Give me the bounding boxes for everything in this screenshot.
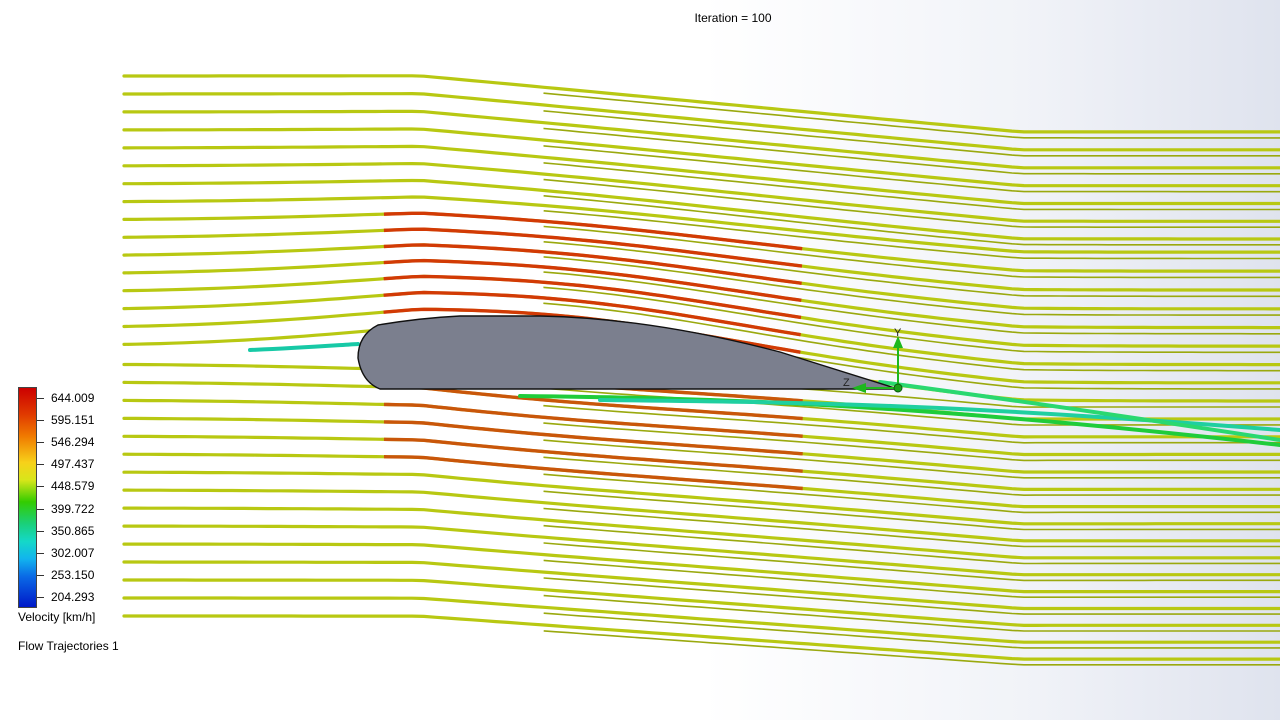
- legend-value: 302.007: [51, 545, 95, 560]
- streamline-highlight: [123, 243, 1280, 311]
- streamline: [122, 161, 1280, 223]
- streamline: [122, 524, 1280, 577]
- streamline-highlight: [123, 227, 1280, 292]
- legend-tick: [37, 420, 44, 422]
- axis-y-label: Y: [894, 327, 902, 339]
- legend-value: 204.293: [51, 589, 95, 604]
- streamline: [122, 470, 1280, 526]
- streamline: [122, 144, 1280, 206]
- streamline-strand: [124, 567, 1280, 615]
- streamline-strand: [123, 217, 1280, 279]
- streamline-strand: [123, 297, 1280, 372]
- streamline: [122, 127, 1280, 188]
- legend-title: Velocity [km/h]: [18, 610, 96, 624]
- streamline-strand: [124, 98, 1280, 157]
- streamline: [122, 614, 1280, 661]
- streamline: [122, 178, 1280, 241]
- streamline-strand: [124, 201, 1280, 260]
- axis-z-label: Z: [843, 377, 850, 389]
- streamline-strand: [124, 513, 1280, 565]
- streamline-strand: [123, 423, 1280, 479]
- streamline-strand: [123, 264, 1280, 335]
- streamline-strand: [124, 80, 1280, 139]
- streamline: [122, 578, 1280, 627]
- wake-trajectory: [248, 342, 360, 352]
- streamline-highlight: [123, 258, 1280, 330]
- streamline-strand: [123, 185, 1280, 246]
- streamline-strand: [124, 116, 1280, 175]
- streamline-highlight: [123, 398, 1280, 457]
- legend-color-bar: [18, 387, 37, 608]
- streamline: [122, 91, 1280, 152]
- streamline-strand: [123, 387, 1280, 444]
- legend-value: 497.437: [51, 457, 95, 472]
- streamline-highlight: [123, 380, 1280, 439]
- streamline-strand: [124, 621, 1280, 666]
- streamline-strand: [124, 531, 1280, 582]
- streamline-strand: [123, 168, 1280, 228]
- streamline-strand: [123, 549, 1280, 598]
- legend-tick: [37, 530, 44, 532]
- streamline: [122, 506, 1280, 560]
- legend-tick: [37, 398, 44, 400]
- streamline-highlight: [123, 434, 1280, 492]
- streamline-strand: [124, 585, 1280, 632]
- streamline-strand: [123, 280, 1280, 354]
- streamline: [122, 488, 1280, 543]
- legend-value: 644.009: [51, 391, 95, 406]
- legend-tick: [37, 508, 44, 510]
- streamlines-group: [122, 74, 1280, 666]
- streamline-strand: [124, 477, 1280, 531]
- legend-tick: [37, 464, 44, 466]
- legend-value: 448.579: [51, 479, 95, 494]
- streamline: [122, 560, 1280, 611]
- legend-value: 253.150: [51, 567, 95, 582]
- legend-value: 595.151: [51, 413, 95, 428]
- legend-tick: [37, 574, 44, 576]
- streamline-highlight: [123, 452, 1280, 509]
- iteration-label: Iteration = 100: [694, 11, 772, 25]
- streamline: [122, 596, 1280, 644]
- streamline-strand: [124, 133, 1280, 193]
- streamline: [122, 195, 1280, 254]
- streamline-strand: [124, 151, 1280, 211]
- legend-tick: [37, 486, 44, 488]
- streamline-strand: [123, 233, 1280, 298]
- streamline-strand: [124, 603, 1280, 649]
- streamline: [122, 109, 1280, 170]
- legend-tick: [37, 442, 44, 444]
- airfoil-body: [357, 315, 899, 390]
- legend-value: 546.294: [51, 435, 95, 450]
- legend-tick: [37, 552, 44, 554]
- streamline-strand: [123, 459, 1280, 514]
- streamline-strand: [123, 249, 1280, 316]
- legend-value: 399.722: [51, 501, 95, 516]
- streamline: [122, 74, 1280, 134]
- streamline-strand: [123, 405, 1280, 462]
- streamline-highlight: [124, 416, 1280, 474]
- streamline-strand: [124, 441, 1280, 497]
- velocity-legend: 644.009 595.151 546.294 497.437 448.579 399.7…: [18, 387, 128, 627]
- streamline: [122, 542, 1280, 594]
- streamline-highlight: [123, 274, 1280, 348]
- wake-trajectory: [878, 380, 1280, 442]
- streamline-highlight: [124, 362, 1280, 421]
- flow-trajectories-name: Flow Trajectories 1: [18, 639, 119, 653]
- streamline-highlight: [123, 290, 1280, 367]
- legend-value: 350.865: [51, 523, 95, 538]
- legend-tick: [37, 596, 44, 598]
- coordinate-triad: Y Z: [843, 327, 903, 393]
- streamline-strand: [123, 495, 1280, 548]
- streamline-highlight: [124, 211, 1280, 273]
